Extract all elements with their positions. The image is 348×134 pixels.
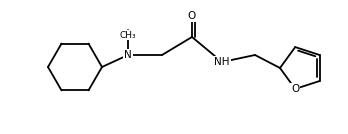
Text: CH₃: CH₃ — [120, 31, 136, 40]
Text: O: O — [291, 84, 299, 94]
Text: O: O — [188, 11, 196, 21]
Text: N: N — [124, 50, 132, 60]
Text: NH: NH — [214, 57, 230, 67]
